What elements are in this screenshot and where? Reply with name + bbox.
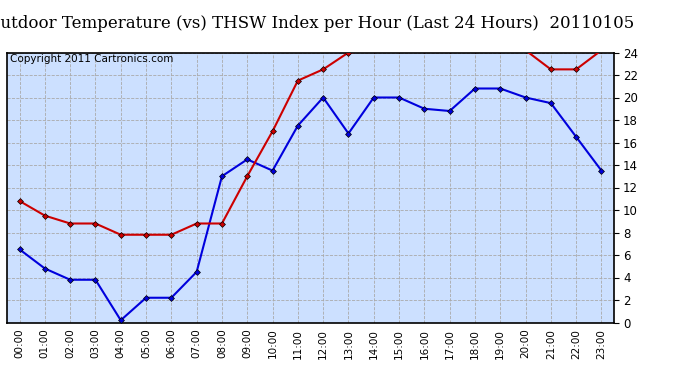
- Text: Outdoor Temperature (vs) THSW Index per Hour (Last 24 Hours)  20110105: Outdoor Temperature (vs) THSW Index per …: [0, 15, 634, 32]
- Text: Copyright 2011 Cartronics.com: Copyright 2011 Cartronics.com: [10, 54, 173, 64]
